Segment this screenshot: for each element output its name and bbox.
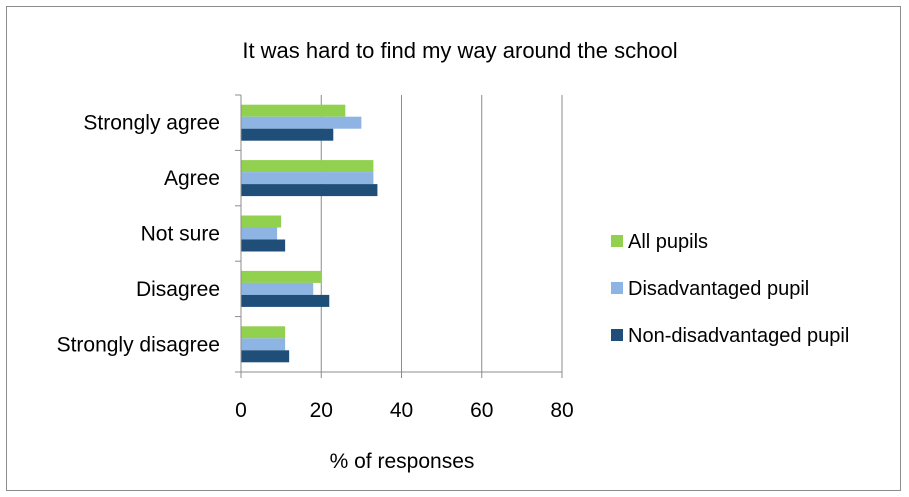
x-tick-label: 20 — [310, 399, 333, 422]
bar — [241, 326, 286, 339]
bar — [241, 350, 290, 363]
x-axis-label: % of responses — [330, 450, 475, 473]
x-tick-label: 40 — [390, 399, 413, 422]
legend-label: Non-disadvantaged pupil — [628, 325, 849, 347]
tick-labels: 0 20 40 60 80 — [235, 399, 574, 422]
y-category-label: Agree — [164, 167, 220, 190]
bar — [241, 160, 374, 173]
bars — [241, 104, 378, 363]
legend-swatch — [611, 235, 623, 247]
axes — [235, 94, 562, 373]
bar — [241, 172, 374, 185]
y-category-label: Not sure — [141, 223, 220, 246]
legend-swatch — [611, 329, 623, 341]
legend-swatch — [611, 282, 623, 294]
bar — [241, 270, 322, 283]
bar — [241, 227, 278, 240]
bar — [241, 282, 314, 295]
bar — [241, 239, 286, 252]
y-category-label: Disagree — [136, 278, 220, 301]
x-tick-label: 0 — [235, 399, 247, 422]
x-tick-label: 80 — [550, 399, 573, 422]
gridlines — [240, 95, 563, 378]
x-tick-label: 60 — [470, 399, 493, 422]
bar — [241, 128, 334, 141]
bar — [241, 104, 346, 117]
bar — [241, 215, 282, 228]
y-category-label: Strongly disagree — [57, 333, 220, 356]
category-labels: Strongly agree Agree Not sure Disagree Stron… — [57, 112, 220, 357]
legend-label: Disadvantaged pupil — [628, 278, 809, 300]
legend-label: All pupils — [628, 231, 708, 253]
bar — [241, 338, 286, 351]
chart-title: It was hard to find my way around the sc… — [242, 38, 677, 63]
legend: All pupils Disadvantaged pupil Non-disadva… — [611, 231, 849, 347]
chart-frame — [6, 6, 901, 491]
bar — [241, 116, 362, 129]
y-category-label: Strongly agree — [83, 112, 220, 135]
bar — [241, 184, 378, 197]
bar — [241, 294, 330, 307]
